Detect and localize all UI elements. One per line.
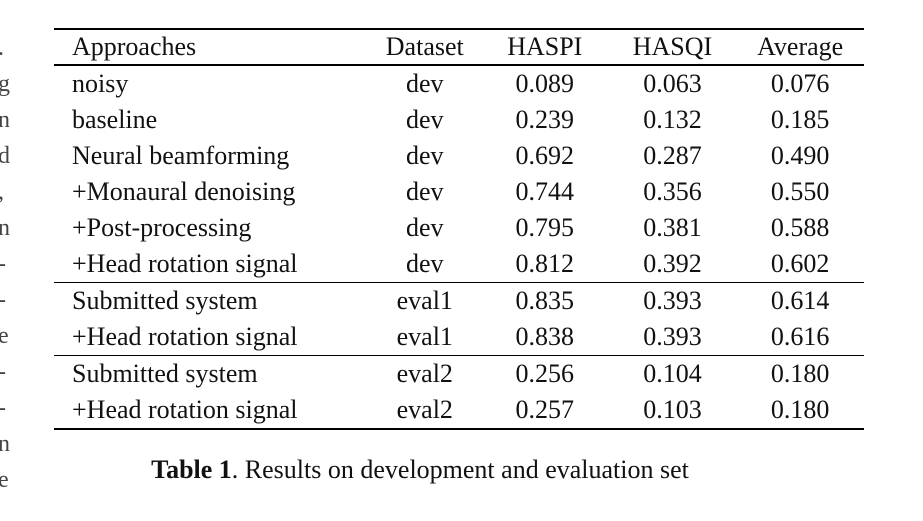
cell-approach: Neural beamforming <box>72 141 290 170</box>
margin-char: - <box>0 396 6 420</box>
cell-dataset: dev <box>405 141 444 170</box>
cell-haspi: 0.257 <box>480 392 609 430</box>
cell-hasqi: 0.132 <box>643 105 702 134</box>
header-haspi: HASPI <box>507 32 583 61</box>
margin-char: , <box>0 180 4 204</box>
cell-approach: +Head rotation signal <box>54 392 369 430</box>
margin-char: . <box>0 36 4 60</box>
cell-dataset: eval2 <box>368 392 481 430</box>
caption-text: . Results on development and evaluation … <box>231 455 689 484</box>
margin-char: g <box>0 71 10 97</box>
margin-char: n <box>0 431 10 457</box>
cell-average: 0.490 <box>770 141 830 170</box>
margin-char: n <box>0 107 10 133</box>
cell-haspi: 0.835 <box>515 286 575 315</box>
cell-approach: +Post-processing <box>72 213 252 242</box>
header-dataset: Dataset <box>385 32 464 61</box>
cell-average: 0.180 <box>770 359 830 388</box>
cell-average: 0.616 <box>736 319 864 356</box>
cell-hasqi: 0.381 <box>643 213 702 242</box>
margin-char: n <box>0 215 10 241</box>
cell-approach: Submitted system <box>72 286 258 315</box>
table-row: +Post-processing dev 0.795 0.381 0.588 <box>54 210 864 246</box>
cell-dataset: dev <box>405 69 444 98</box>
left-margin-text-fragment: .gnd,n--e--ne <box>0 28 10 498</box>
margin-char: - <box>0 288 6 312</box>
cell-haspi: 0.812 <box>480 246 609 283</box>
margin-char: e <box>0 467 9 493</box>
cell-approach: +Monaural denoising <box>72 177 296 206</box>
table-body: noisy dev 0.089 0.063 0.076 baseline dev 0.239 0… <box>54 65 864 430</box>
results-table: Approaches Dataset HASPI HASQI Average n… <box>54 28 864 430</box>
cell-average: 0.602 <box>736 246 864 283</box>
cell-average: 0.588 <box>770 213 830 242</box>
table-header: Approaches Dataset HASPI HASQI Average <box>54 29 864 65</box>
cell-dataset: dev <box>405 177 444 206</box>
cell-hasqi: 0.063 <box>643 69 702 98</box>
cell-dataset: eval2 <box>396 359 453 388</box>
cell-haspi: 0.795 <box>515 213 575 242</box>
margin-char: - <box>0 360 6 384</box>
cell-dataset: eval1 <box>396 286 453 315</box>
margin-char: d <box>0 143 10 169</box>
table-caption: Table 1. Results on development and eval… <box>0 455 840 485</box>
table-row: Submitted system eval2 0.256 0.104 0.180 <box>54 356 864 393</box>
header-average: Average <box>757 32 844 61</box>
cell-average: 0.180 <box>736 392 864 430</box>
cell-hasqi: 0.287 <box>643 141 702 170</box>
cell-average: 0.185 <box>770 105 830 134</box>
cell-haspi: 0.089 <box>515 69 575 98</box>
cell-hasqi: 0.103 <box>608 392 737 430</box>
table-row: +Head rotation signal eval1 0.838 0.393 0.61… <box>54 319 864 356</box>
cell-average: 0.550 <box>770 177 830 206</box>
cell-average: 0.614 <box>770 286 830 315</box>
margin-char: - <box>0 252 6 276</box>
cell-approach: baseline <box>72 105 158 134</box>
cell-haspi: 0.838 <box>480 319 609 356</box>
cell-dataset: dev <box>405 105 444 134</box>
cell-hasqi: 0.356 <box>643 177 702 206</box>
cell-haspi: 0.256 <box>515 359 575 388</box>
cell-hasqi: 0.393 <box>643 286 702 315</box>
table-row: baseline dev 0.239 0.132 0.185 <box>54 102 864 138</box>
table-row: +Monaural denoising dev 0.744 0.356 0.550 <box>54 174 864 210</box>
cell-hasqi: 0.392 <box>608 246 737 283</box>
caption-label: Table 1 <box>151 455 232 484</box>
cell-dataset: dev <box>405 213 444 242</box>
cell-hasqi: 0.393 <box>608 319 737 356</box>
cell-haspi: 0.744 <box>515 177 575 206</box>
cell-approach: +Head rotation signal <box>54 319 369 356</box>
table-row: Submitted system eval1 0.835 0.393 0.614 <box>54 283 864 320</box>
cell-haspi: 0.692 <box>515 141 575 170</box>
table-row: Neural beamforming dev 0.692 0.287 0.490 <box>54 138 864 174</box>
margin-char: e <box>0 323 9 349</box>
header-row: Approaches Dataset HASPI HASQI Average <box>54 29 864 65</box>
table-row: +Head rotation signal eval2 0.257 0.103 0.18… <box>54 392 864 430</box>
table-row: noisy dev 0.089 0.063 0.076 <box>54 65 864 102</box>
cell-average: 0.076 <box>770 69 830 98</box>
cell-approach: Submitted system <box>72 359 258 388</box>
cell-haspi: 0.239 <box>515 105 575 134</box>
cell-approach: +Head rotation signal <box>54 246 369 283</box>
cell-approach: noisy <box>72 69 129 98</box>
cell-dataset: dev <box>368 246 481 283</box>
header-hasqi: HASQI <box>632 32 713 61</box>
cell-dataset: eval1 <box>368 319 481 356</box>
cell-hasqi: 0.104 <box>643 359 702 388</box>
header-approaches: Approaches <box>72 32 197 61</box>
table-row: +Head rotation signal dev 0.812 0.392 0.602 <box>54 246 864 283</box>
